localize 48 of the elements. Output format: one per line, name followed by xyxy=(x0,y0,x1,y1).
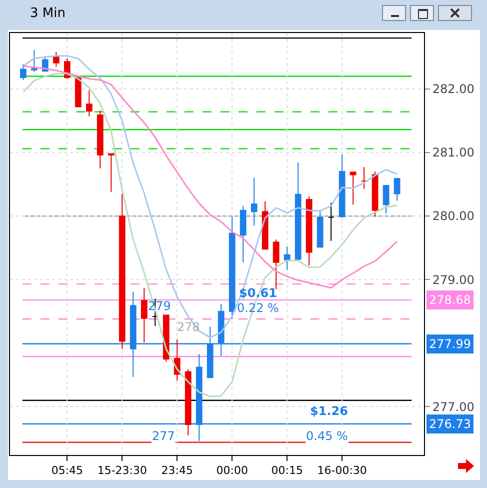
candlestick xyxy=(284,246,290,271)
annotation: 0.22 % xyxy=(237,301,279,315)
annotation: $0.61 xyxy=(239,286,277,300)
x-tick-label: 16-00:30 xyxy=(317,464,367,478)
candlestick xyxy=(350,172,356,206)
candlestick xyxy=(338,154,346,218)
annotation: $1.26 xyxy=(310,404,348,418)
line-series xyxy=(22,72,398,398)
candlestick xyxy=(228,216,236,320)
line-series xyxy=(22,55,398,338)
y-tick-label: 279.00 xyxy=(432,272,474,287)
candlestick xyxy=(96,110,104,169)
x-tick-label: 15-23:30 xyxy=(97,464,147,478)
candlestick xyxy=(306,196,312,266)
y-tick-label: 282.00 xyxy=(432,82,474,96)
ref-line-label: 277.99 xyxy=(429,337,471,351)
candlestick xyxy=(108,153,114,192)
candlestick xyxy=(294,162,302,260)
candlestick xyxy=(250,177,258,226)
candlestick xyxy=(52,52,60,68)
candlestick xyxy=(382,185,390,214)
y-tick-label: 277.00 xyxy=(432,400,474,414)
candlestick xyxy=(262,200,268,250)
x-tick-label: 00:00 xyxy=(216,464,248,478)
ref-line-label: 278.68 xyxy=(429,293,471,307)
candlestick xyxy=(328,202,334,242)
candlestick xyxy=(316,210,324,248)
annotation: 277 xyxy=(152,429,175,443)
candlestick xyxy=(372,171,378,218)
candlestick xyxy=(86,90,92,117)
candlestick xyxy=(240,205,246,263)
x-tick-label: 23:45 xyxy=(161,464,193,478)
y-tick-label: 281.00 xyxy=(432,146,474,160)
chart-title: 3 Min xyxy=(30,6,66,21)
ref-line-label: 276.73 xyxy=(429,417,471,431)
annotation: 279 xyxy=(148,299,171,313)
candlestick xyxy=(360,166,368,190)
candlestick xyxy=(20,64,26,81)
candlestick xyxy=(140,287,148,344)
x-tick-label: 00:15 xyxy=(271,464,303,478)
y-tick-label: 280.00 xyxy=(432,209,474,224)
candlestick xyxy=(184,368,192,436)
candlestick xyxy=(31,50,38,72)
annotation: 0.45 % xyxy=(306,429,348,443)
candlestick xyxy=(162,314,170,362)
candlestick xyxy=(74,76,82,108)
x-tick-label: 05:45 xyxy=(51,464,84,478)
candlestick xyxy=(394,178,400,202)
